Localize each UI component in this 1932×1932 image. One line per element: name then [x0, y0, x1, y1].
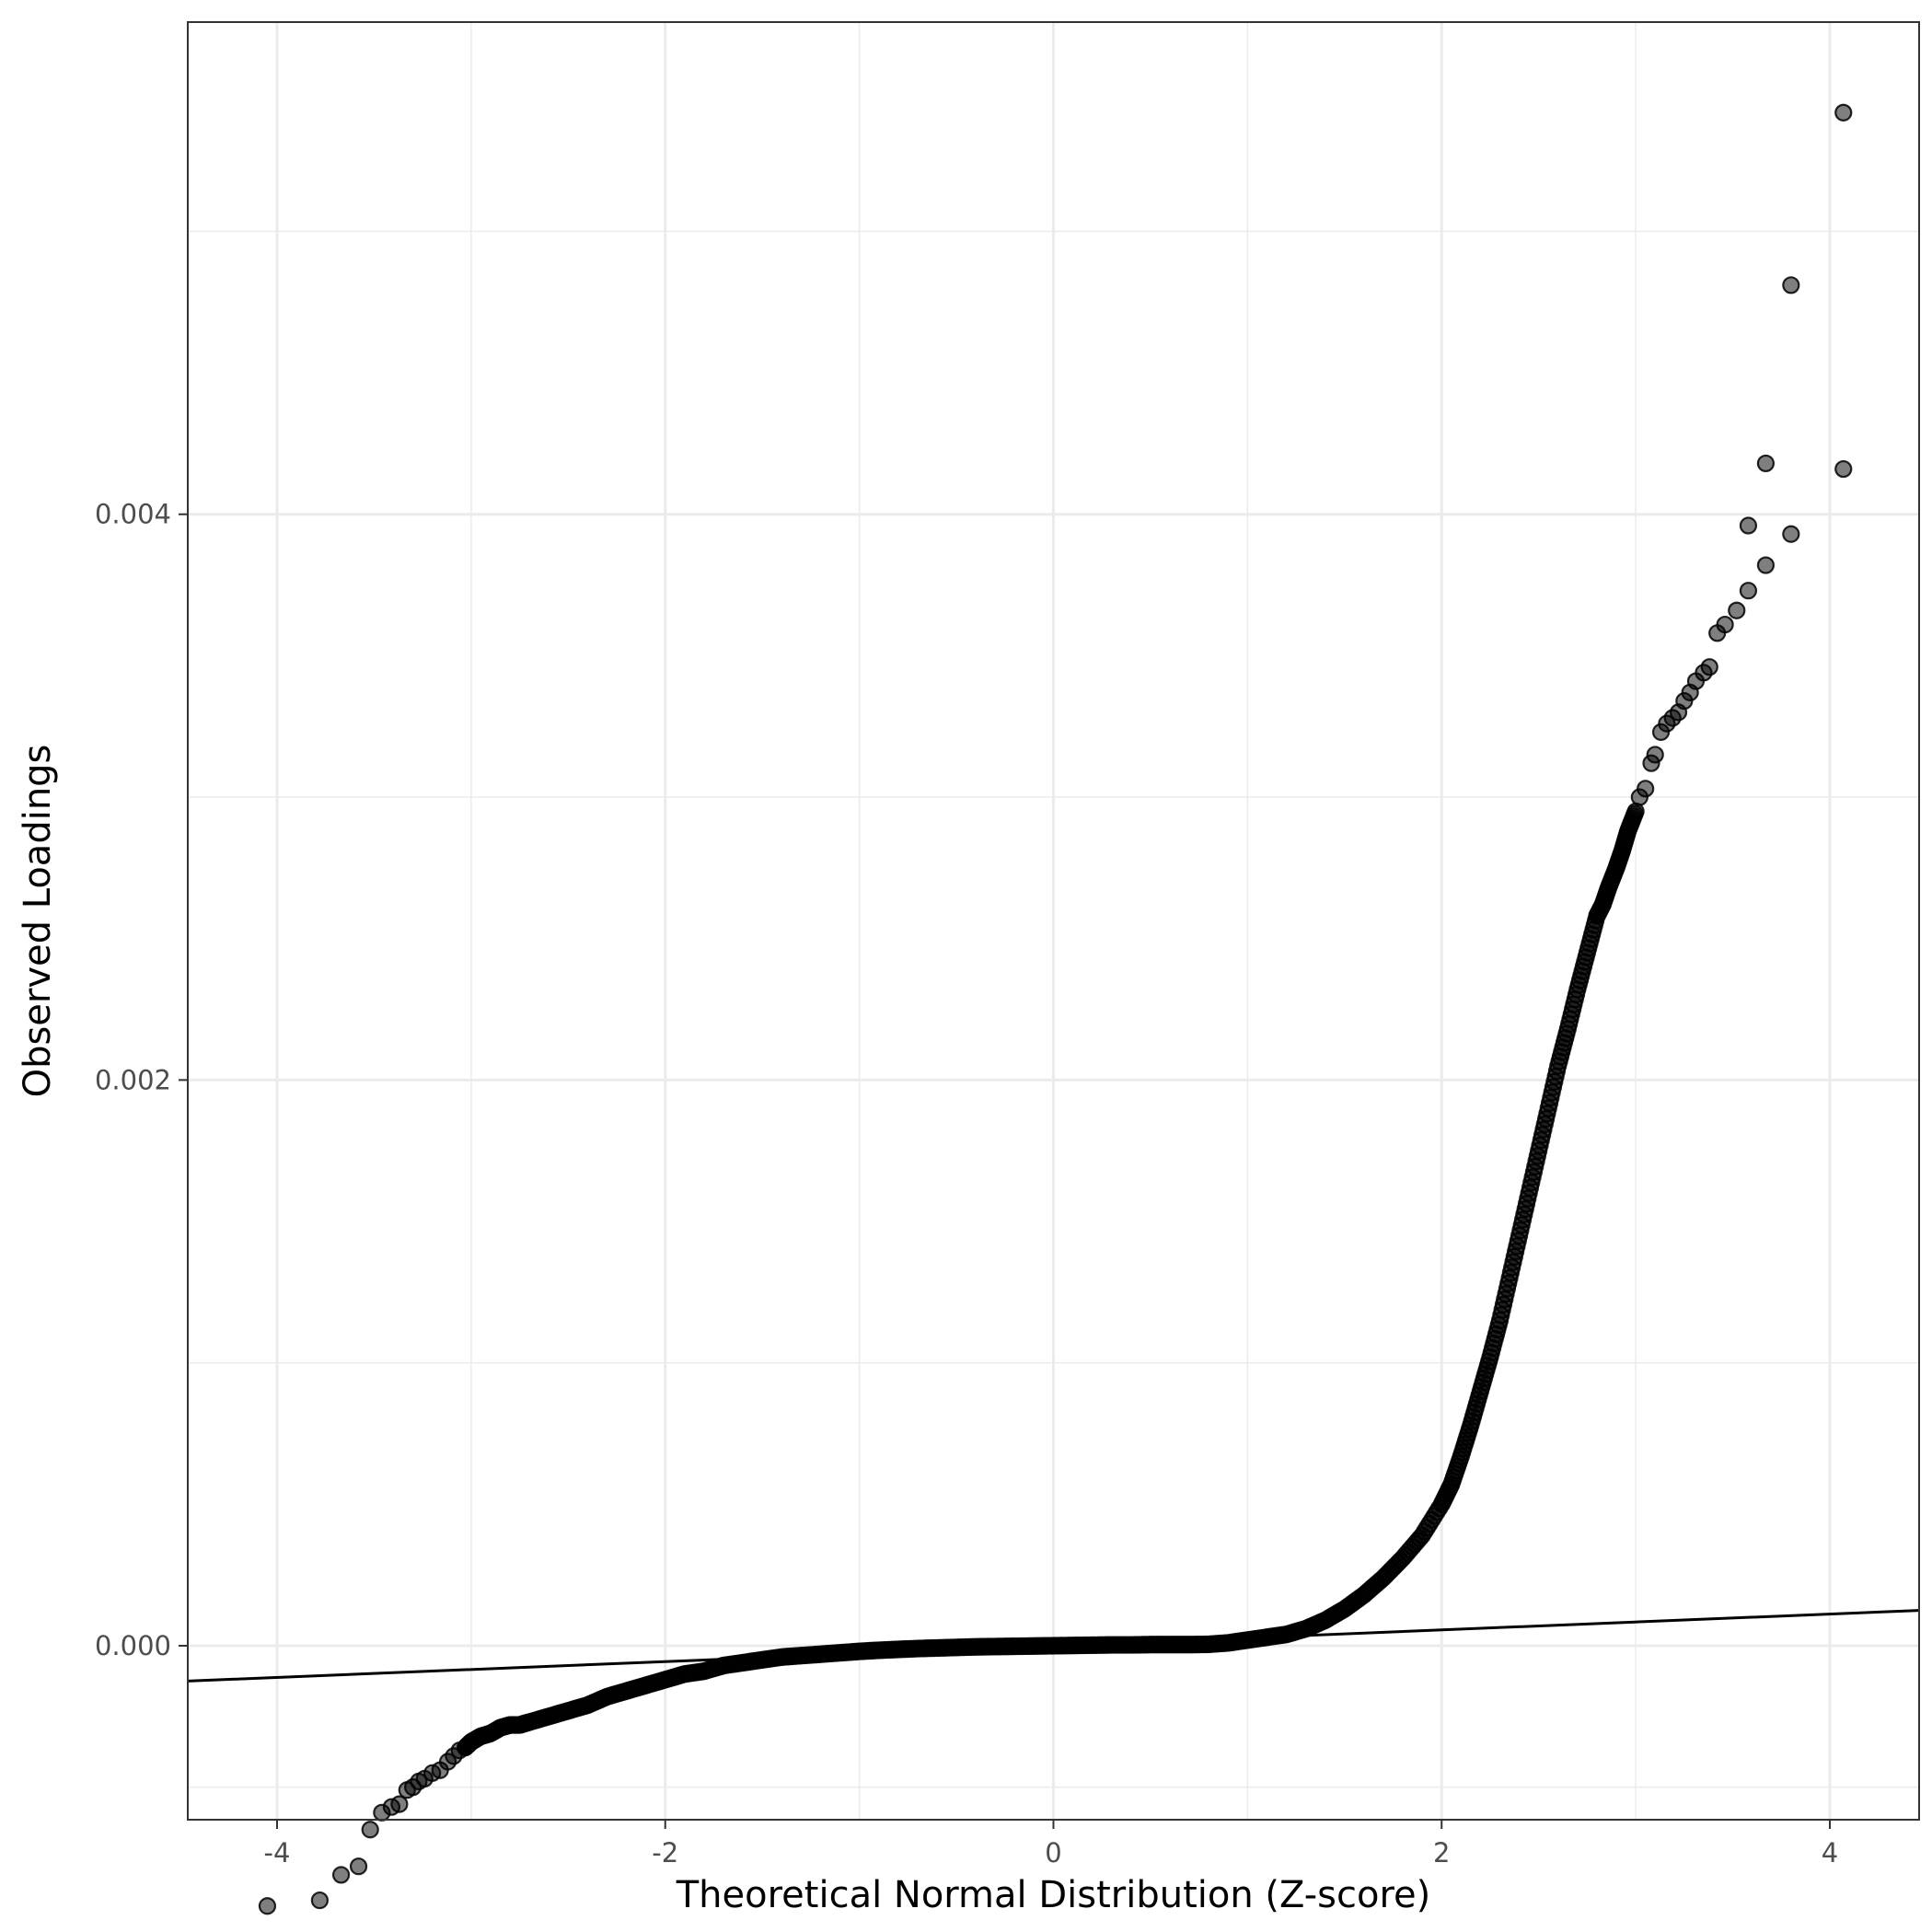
y-axis: 0.000 0.002 0.004 — [95, 499, 188, 1661]
data-point — [390, 1795, 409, 1813]
data-points — [258, 103, 1853, 1915]
x-tick-label: -4 — [264, 1837, 291, 1868]
data-point — [1834, 459, 1853, 479]
x-tick-label: 0 — [1045, 1837, 1061, 1868]
x-axis: -4 -2 0 2 4 — [264, 1820, 1838, 1868]
y-tick-label: 0.004 — [95, 499, 171, 530]
data-point — [361, 1821, 379, 1839]
y-tick-label: 0.002 — [95, 1064, 171, 1095]
data-point — [1716, 615, 1734, 634]
data-point — [310, 1891, 329, 1910]
data-point — [1739, 516, 1758, 535]
data-point — [1756, 454, 1776, 473]
data-point — [1646, 746, 1664, 764]
reference-line-layer — [187, 1609, 1920, 1683]
x-axis-title: Theoretical Normal Distribution (Z-score… — [676, 1874, 1431, 1916]
data-point — [331, 1866, 351, 1884]
y-axis-title: Observed Loadings — [17, 745, 59, 1098]
data-point — [258, 1897, 277, 1915]
x-tick-label: 2 — [1433, 1837, 1450, 1868]
x-tick-label: -2 — [652, 1837, 678, 1868]
data-point — [1756, 556, 1776, 574]
data-point — [1700, 658, 1718, 677]
data-point — [1834, 103, 1853, 121]
data-point — [1782, 276, 1800, 295]
qq-reference-line — [187, 1609, 1920, 1683]
x-tick-label: 4 — [1822, 1837, 1838, 1868]
y-tick-label: 0.000 — [95, 1630, 171, 1661]
data-point — [1782, 525, 1800, 543]
data-point — [1637, 780, 1655, 798]
data-point — [1739, 582, 1758, 600]
data-point — [1728, 601, 1746, 619]
data-point — [349, 1857, 368, 1876]
